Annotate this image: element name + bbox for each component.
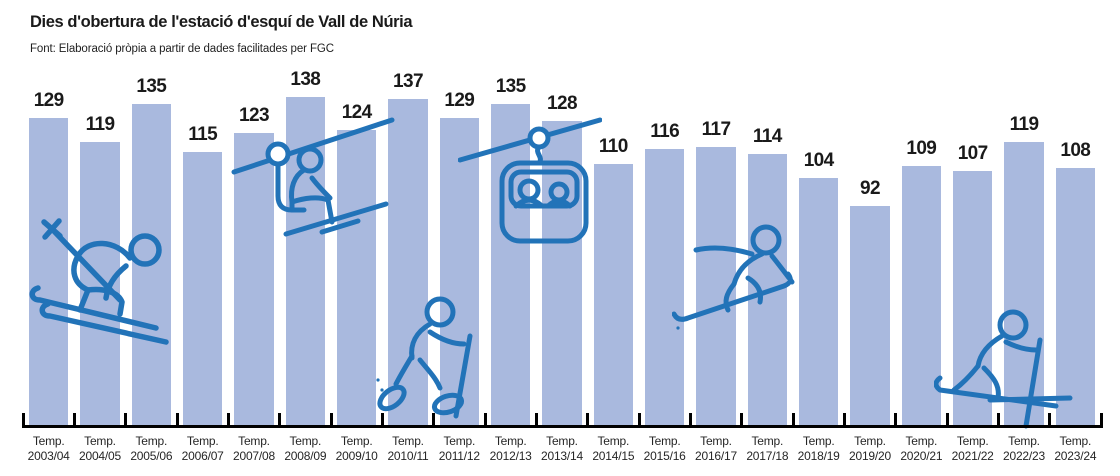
chart-source: Font: Elaboració pròpia a partir de dade… [30,43,334,55]
bar-value-label: 107 [957,143,989,164]
bar-value-label: 119 [85,114,115,135]
bar-value-label: 129 [33,90,65,111]
snowboarder-icon [672,224,795,330]
x-axis-label: Temp. 2017/18 [746,434,789,463]
bar-value-label: 108 [1060,140,1091,161]
x-axis-label: Temp. 2023/24 [1054,434,1097,463]
bar-value-label: 116 [650,121,680,142]
bar-value-label: 104 [803,150,835,171]
axis-tick [226,413,230,425]
bar-2011-12 [439,118,479,425]
x-axis-label: Temp. 2007/08 [233,434,275,463]
x-axis-label: Temp. 2020/21 [900,434,943,463]
axis-tick [483,413,487,425]
bar-value-label: 117 [701,119,731,140]
bar-2009-10 [337,130,377,425]
bar-2023-24 [1055,168,1095,425]
bar-value-label: 138 [290,69,321,90]
bar-2010-11 [388,99,428,425]
axis-tick [842,413,846,425]
bar-value-label: 135 [136,76,167,97]
axis-tick [329,413,333,425]
axis-tick [432,413,436,425]
axis-tick [72,413,76,425]
bar-2006-07 [183,152,223,425]
x-axis-label: Temp. 2005/06 [130,434,173,463]
x-axis-label: Temp. 2019/20 [849,434,891,463]
x-axis-label: Temp. 2022/23 [1003,434,1045,463]
bar-value-label: 128 [547,93,578,114]
bar-value-label: 119 [1009,114,1039,135]
x-axis-label: Temp. 2014/15 [592,434,635,463]
bar-2012-13 [491,104,531,425]
bar-value-label: 137 [393,71,424,92]
x-axis-label: Temp. 2004/05 [79,434,121,463]
axis-tick [380,413,384,425]
bar-2003-04 [29,118,69,425]
bar-value-label: 124 [341,102,373,123]
axis-tick [996,413,1000,425]
axis-tick [21,413,25,425]
x-axis-label: Temp. 2021/22 [951,434,994,463]
bar-2022-23 [1004,142,1044,425]
bar-2007-08 [234,133,274,425]
axis-tick [534,413,538,425]
axis-tick [1099,413,1103,425]
axis-tick [586,413,590,425]
bar-value-label: 114 [752,126,782,147]
axis-tick [175,413,179,425]
x-axis-label: Temp. 2009/10 [335,434,378,463]
x-axis-line [22,425,1103,428]
bar-value-label: 123 [239,105,270,126]
x-axis-label: Temp. 2013/14 [541,434,583,463]
x-axis-label: Temp. 2015/16 [643,434,686,463]
bar-value-label: 109 [906,138,937,159]
bar-value-label: 115 [188,124,218,145]
axis-tick [945,413,949,425]
x-axis-label: Temp. 2006/07 [181,434,224,463]
chairlift-icon [231,117,395,237]
axis-tick [791,413,795,425]
axis-tick [740,413,744,425]
x-axis-label: Temp. 2003/04 [27,434,70,463]
bar-2014-15 [593,164,633,425]
downhill-skier-icon [29,218,169,345]
cross-country-skier-icon [934,309,1073,429]
x-axis-label: Temp. 2018/19 [797,434,840,463]
x-axis-label: Temp. 2012/13 [489,434,532,463]
bar-value-label: 92 [860,178,881,199]
bar-2018-19 [799,178,839,425]
bar-value-label: 129 [444,90,475,111]
x-axis-label: Temp. 2008/09 [284,434,327,463]
snowshoer-icon [376,296,473,419]
axis-tick [1048,413,1052,425]
bar-value-label: 110 [598,136,628,157]
bar-2016-17 [696,147,736,425]
chart-title: Dies d'obertura de l'estació d'esquí de … [30,13,413,31]
axis-tick [124,413,128,425]
x-axis-label: Temp. 2010/11 [387,434,429,463]
bar-2019-20 [850,206,890,425]
axis-tick [688,413,692,425]
x-axis-label: Temp. 2016/17 [695,434,737,463]
bar-value-label: 135 [495,76,527,97]
axis-tick [894,413,898,425]
bar-2015-16 [645,149,685,425]
x-axis-label: Temp. 2011/12 [438,434,480,463]
axis-tick [278,413,282,425]
axis-tick [637,413,641,425]
gondola-icon [458,117,602,244]
